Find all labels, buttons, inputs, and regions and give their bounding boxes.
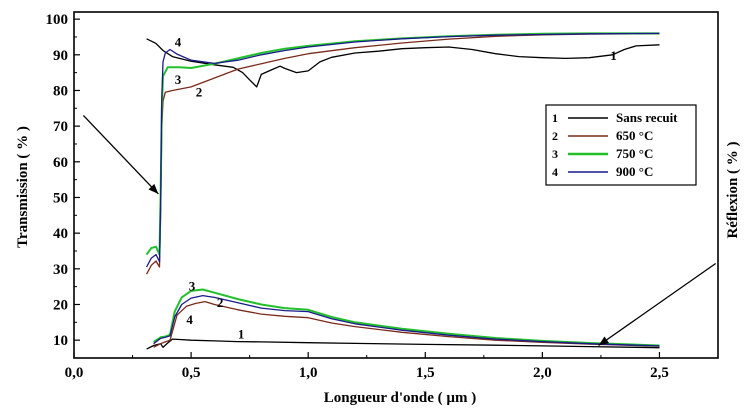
legend: 1 Sans recuit 2 650 °C 3 750 °C 4 900 °C [545,104,697,186]
y-axis-label-left: Transmission ( % ) [15,126,31,248]
arrows-layer [82,114,717,347]
y-axis-label-right: Réflexion ( % ) [725,141,741,238]
legend-entry-label: 900 °C [616,164,653,179]
curve-number-label: 2 [217,295,224,310]
y-tick-label: 100 [46,12,69,28]
y-tick-label: 90 [53,48,68,64]
x-tick-label: 0,0 [65,365,84,381]
legend-entry-label: Sans recuit [616,110,678,125]
annotation-arrow-head [598,336,610,346]
y-tick-label: 20 [53,297,68,313]
x-tick-label: 2,5 [650,365,669,381]
y-tick-label: 80 [53,83,68,99]
x-tick-label: 0,5 [182,365,201,381]
plot-frame [73,11,719,359]
x-tick-label: 2,0 [533,365,552,381]
x-tick-label: 1,5 [416,365,435,381]
legend-number: 4 [552,165,558,179]
series-1-transmission-line [146,38,660,88]
curve-number-label: 3 [175,72,182,87]
legend-number: 1 [552,111,558,125]
legend-entry-label: 750 °C [616,146,653,161]
curve-number-label: 2 [196,84,203,99]
annotation-arrow-line [598,262,717,347]
series-4-transmission-line [146,32,660,268]
y-tick-label: 70 [53,119,68,135]
series-1-reflection-line [146,338,660,350]
series-2-reflection-line [153,300,660,348]
y-tick-label: 10 [53,333,68,349]
y-axis-ticks: 10 20 30 40 50 60 70 80 90 100 [46,12,80,359]
y-tick-label: 40 [53,226,68,242]
y-tick-label: 50 [53,190,68,206]
x-axis-label: Longueur d'onde ( µm ) [324,390,477,406]
curve-number-label: 1 [610,48,617,63]
series-3-reflection-line [153,288,660,347]
y-tick-label: 60 [53,155,68,171]
legend-number: 3 [552,147,558,161]
curve-number-label: 4 [186,312,193,327]
series-4-reflection-line [153,294,660,347]
x-tick-label: 1,0 [299,365,318,381]
curve-number-label: 4 [175,34,182,49]
legend-entry-label: 650 °C [616,128,653,143]
curve-number-label: 1 [238,326,245,341]
y-tick-label: 30 [53,262,68,278]
annotation-arrow-head [148,183,159,194]
legend-number: 2 [552,129,558,143]
series-layer [145,32,660,350]
curve-number-label: 3 [189,279,196,294]
x-axis-ticks: 0,0 0,5 1,0 1,5 2,0 2,5 [65,352,719,381]
annotation-arrow-line [82,114,159,195]
plot-border [73,11,719,359]
